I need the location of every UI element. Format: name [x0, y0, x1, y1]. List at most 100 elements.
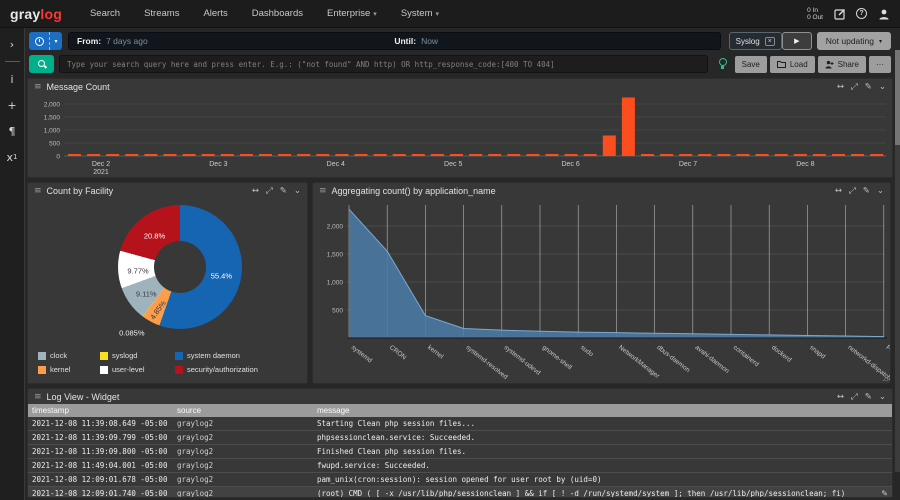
menu-item-dashboards[interactable]: Dashboards	[251, 8, 303, 19]
bar[interactable]	[526, 154, 540, 156]
not-updating-button[interactable]: Not updating ▾	[816, 32, 891, 50]
scratchpad-icon[interactable]	[833, 7, 846, 20]
application-name-area-chart[interactable]: 2,000 1,500 1,000 500 systemd CRON kernel syste…	[313, 198, 890, 384]
bar[interactable]	[144, 154, 158, 156]
collapse-icon[interactable]: ⌄	[293, 185, 301, 196]
menu-item-enterprise[interactable]: Enterprise ▾	[326, 8, 377, 19]
time-range-picker-button[interactable]: ▾	[29, 32, 62, 50]
row-edit-icon[interactable]: ✎	[881, 489, 888, 498]
bar[interactable]	[68, 154, 81, 156]
sidebar-expand-icon[interactable]: ›	[9, 37, 15, 51]
bar[interactable]	[125, 154, 139, 156]
column-header-source[interactable]: source	[173, 404, 313, 417]
bar[interactable]	[564, 154, 578, 156]
throughput-indicator[interactable]: 0 In 0 Out	[807, 7, 823, 21]
lightbulb-icon[interactable]	[718, 58, 727, 70]
focus-icon[interactable]: ⤢	[850, 81, 858, 92]
bar[interactable]	[239, 154, 253, 156]
collapse-icon[interactable]: ⌄	[878, 391, 886, 402]
save-button[interactable]: Save	[734, 55, 767, 73]
log-row[interactable]: 2021-12-08 11:39:09.799 -05:00 graylog2 ph…	[28, 430, 892, 445]
bar[interactable]	[793, 154, 807, 156]
bar[interactable]	[621, 97, 635, 157]
more-options-button[interactable]: ···	[869, 55, 891, 73]
description-icon[interactable]: i	[10, 72, 14, 86]
move-icon[interactable]: ↔	[836, 81, 844, 92]
bar[interactable]	[583, 154, 597, 156]
log-row[interactable]: 2021-12-08 12:09:01.678 -05:00 graylog2 pa…	[28, 472, 892, 487]
move-icon[interactable]: ↔	[836, 391, 844, 402]
drag-handle-icon[interactable]: ≡	[34, 185, 42, 196]
focus-icon[interactable]: ⤢	[265, 185, 273, 196]
facility-pie-chart[interactable]: 55.4% 4.85% 0.085% 9.11% 9.77% 20.8%	[28, 198, 307, 348]
bar[interactable]	[259, 154, 272, 156]
log-row[interactable]: 2021-12-08 11:49:04.001 -05:00 graylog2 fw…	[28, 458, 892, 473]
menu-item-alerts[interactable]: Alerts	[203, 8, 228, 19]
page-scrollbar[interactable]	[895, 50, 900, 472]
bar[interactable]	[679, 154, 693, 156]
bar[interactable]	[660, 154, 674, 156]
bar[interactable]	[736, 154, 750, 156]
menu-item-search[interactable]: Search	[89, 8, 121, 19]
drag-handle-icon[interactable]: ≡	[319, 185, 327, 196]
search-input[interactable]	[59, 55, 708, 73]
bar[interactable]	[392, 154, 406, 156]
log-row[interactable]: 2021-12-08 11:39:08.649 -05:00 graylog2 St…	[28, 417, 892, 431]
bar[interactable]	[698, 154, 712, 156]
bar[interactable]	[832, 154, 845, 156]
until-value[interactable]: Now	[421, 36, 439, 46]
menu-item-streams[interactable]: Streams	[144, 8, 180, 19]
bar[interactable]	[201, 154, 215, 156]
share-button[interactable]: Share	[817, 55, 866, 73]
move-icon[interactable]: ↔	[834, 185, 842, 196]
bar[interactable]	[507, 154, 521, 156]
focus-icon[interactable]: ⤢	[848, 185, 856, 196]
refresh-play-button[interactable]: ▶	[781, 32, 812, 50]
edit-icon[interactable]: ✎	[862, 185, 870, 196]
edit-icon[interactable]: ✎	[864, 81, 872, 92]
resize-handle-icon[interactable]: ◿	[882, 374, 888, 382]
bar[interactable]	[182, 154, 196, 156]
column-header-message[interactable]: message	[313, 404, 892, 417]
user-icon[interactable]	[877, 7, 890, 20]
bar[interactable]	[774, 154, 788, 156]
bar[interactable]	[220, 154, 234, 156]
bar[interactable]	[297, 154, 311, 156]
collapse-icon[interactable]: ⌄	[878, 81, 886, 92]
bar[interactable]	[163, 154, 177, 156]
bar[interactable]	[602, 135, 616, 156]
bar[interactable]	[717, 154, 731, 156]
bar[interactable]	[812, 154, 826, 156]
log-row[interactable]: 2021-12-08 11:39:09.800 -05:00 graylog2 Fi…	[28, 444, 892, 459]
bar[interactable]	[87, 154, 101, 156]
remove-stream-icon[interactable]: ×	[764, 36, 775, 46]
bar[interactable]	[851, 154, 865, 156]
menu-item-system[interactable]: System ▾	[400, 8, 440, 19]
move-icon[interactable]: ↔	[251, 185, 259, 196]
load-button[interactable]: Load	[769, 55, 815, 73]
focus-icon[interactable]: ⤢	[850, 391, 858, 402]
drag-handle-icon[interactable]: ≡	[34, 391, 42, 402]
bar[interactable]	[316, 154, 330, 156]
bar[interactable]	[430, 154, 444, 156]
bar[interactable]	[545, 154, 559, 156]
bar[interactable]	[870, 154, 884, 156]
log-row[interactable]: 2021-12-08 12:09:01.740 -05:00 graylog2 (r…	[28, 486, 892, 498]
scrollbar-thumb[interactable]	[895, 50, 900, 145]
edit-icon[interactable]: ✎	[864, 391, 872, 402]
create-icon[interactable]: +	[7, 98, 17, 112]
drag-handle-icon[interactable]: ≡	[34, 81, 42, 92]
bar[interactable]	[278, 154, 292, 156]
bar[interactable]	[469, 154, 483, 156]
stream-filter-chip[interactable]: Syslog ×	[728, 32, 782, 50]
time-range-input[interactable]: From: 7 days ago Until: Now	[68, 32, 721, 50]
collapse-icon[interactable]: ⌄	[876, 185, 884, 196]
graylog-logo[interactable]: graylog	[10, 6, 62, 22]
search-button[interactable]	[29, 55, 54, 73]
edit-icon[interactable]: ✎	[279, 185, 287, 196]
bar[interactable]	[488, 154, 502, 156]
bar[interactable]	[373, 154, 387, 156]
from-value[interactable]: 7 days ago	[106, 36, 148, 46]
